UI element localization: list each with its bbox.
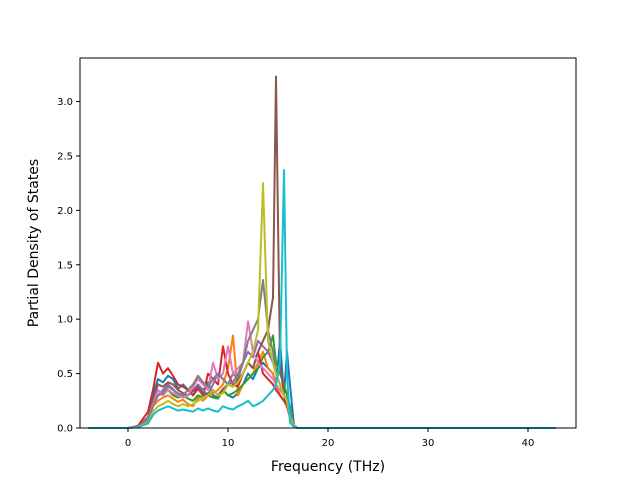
y-tick-label: 3.0	[57, 97, 73, 108]
x-tick-label: 20	[322, 438, 335, 449]
x-tick-label: 30	[422, 438, 435, 449]
y-tick-label: 2.5	[57, 151, 73, 162]
series-line-6	[88, 75, 556, 429]
x-axis-label: Frequency (THz)	[271, 459, 385, 475]
y-axis-ticks: 0.0 0.5 1.0 1.5 2.0 2.5 3.0	[57, 97, 80, 435]
y-tick-label: 1.0	[57, 315, 73, 326]
x-tick-label: 10	[222, 438, 235, 449]
x-tick-label: 40	[522, 438, 535, 449]
series-layer	[88, 75, 556, 429]
x-axis-ticks: 0 10 20 30 40	[125, 428, 535, 449]
series-line-10	[88, 169, 556, 429]
x-tick-label: 0	[125, 438, 131, 449]
y-tick-label: 0.0	[57, 424, 73, 435]
y-axis-label: Partial Density of States	[26, 159, 42, 327]
series-line-9	[88, 182, 556, 429]
y-tick-label: 2.0	[57, 206, 73, 217]
y-tick-label: 1.5	[57, 260, 73, 271]
y-tick-label: 0.5	[57, 369, 73, 380]
